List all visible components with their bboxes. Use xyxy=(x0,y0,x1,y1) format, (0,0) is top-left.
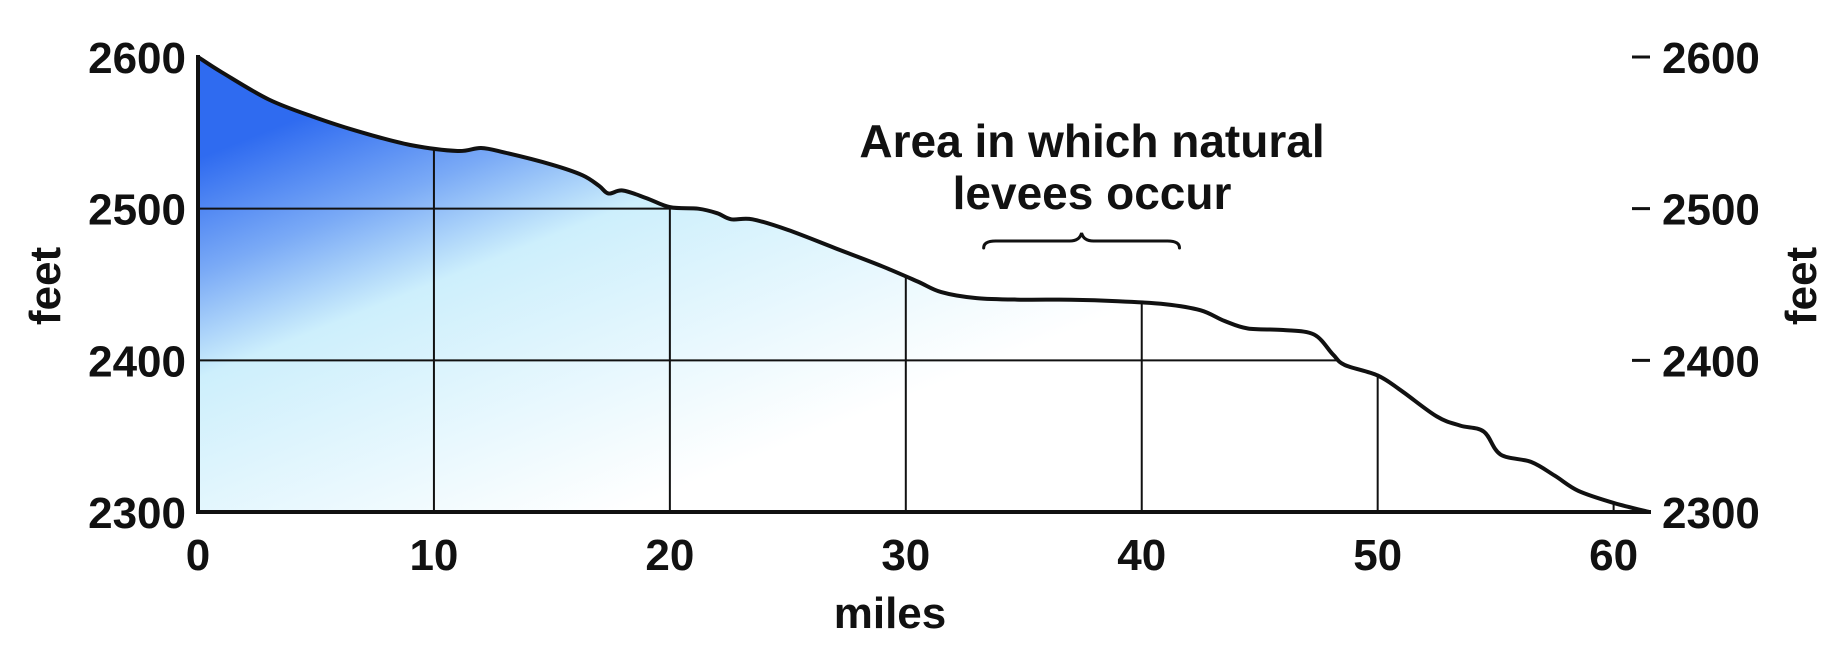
x-tick-label-10: 10 xyxy=(409,531,458,580)
y-tick-label-left-2300: 2300 xyxy=(88,489,186,538)
y-tick-label-right-2600: 2600 xyxy=(1662,34,1760,83)
y-tick-label-left-2600: 2600 xyxy=(88,34,186,83)
elevation-profile-line xyxy=(196,55,1650,514)
x-axis-title: miles xyxy=(834,589,947,638)
y-tick-label-left-2400: 2400 xyxy=(88,337,186,386)
y-axis-title-left: feet xyxy=(21,247,70,326)
annotation-line-2: levees occur xyxy=(953,167,1232,219)
x-tick-label-20: 20 xyxy=(645,531,694,580)
annotation-brace xyxy=(982,232,1181,250)
y-tick-label-right-2400: 2400 xyxy=(1662,337,1760,386)
y-axis-title-right: feet xyxy=(1777,247,1826,326)
x-tick-label-50: 50 xyxy=(1353,531,1402,580)
x-tick-label-0: 0 xyxy=(186,531,210,580)
annotation-line-1: Area in which natural xyxy=(859,115,1324,167)
x-tick-label-30: 30 xyxy=(881,531,930,580)
y-tick-label-right-2500: 2500 xyxy=(1662,186,1760,235)
x-tick-label-60: 60 xyxy=(1589,531,1638,580)
x-tick-label-40: 40 xyxy=(1117,531,1166,580)
y-tick-label-left-2500: 2500 xyxy=(88,186,186,235)
y-tick-label-right-2300: 2300 xyxy=(1662,489,1760,538)
